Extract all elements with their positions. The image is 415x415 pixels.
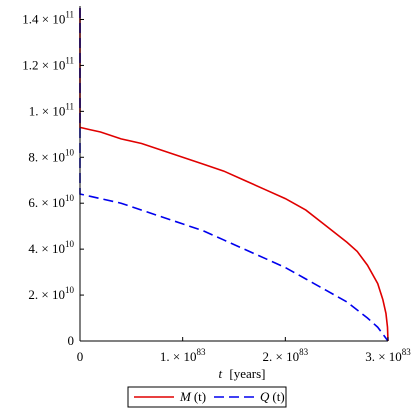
x-axis-label: t [years] — [219, 366, 266, 381]
y-tick-label: 1.4 × 1011 — [22, 9, 74, 26]
y-tick-label: 1. × 1011 — [29, 101, 74, 118]
legend-label-q: Q (t) — [260, 389, 285, 404]
y-ticks: 0 2. × 1010 4. × 1010 6. × 1010 8. × 1010 1. … — [22, 9, 84, 348]
series-layer — [79, 8, 389, 342]
x-tick-label: 0 — [77, 349, 84, 364]
y-tick-label: 0 — [68, 333, 75, 348]
series-line-m — [79, 8, 389, 342]
x-ticks: 0 1. × 1083 2. × 1083 3. × 1083 — [77, 337, 411, 364]
series-line-q — [79, 8, 389, 342]
x-tick-label: 1. × 1083 — [160, 347, 206, 364]
legend-label-m: M (t) — [179, 389, 206, 404]
y-tick-label: 4. × 1010 — [28, 239, 74, 256]
x-axis-label-var: t — [219, 366, 223, 381]
x-axis-label-unit: [years] — [229, 366, 265, 381]
x-tick-label: 2. × 1083 — [263, 347, 309, 364]
y-tick-label: 8. × 1010 — [28, 147, 74, 164]
legend-box — [127, 386, 287, 408]
y-tick-label: 6. × 1010 — [28, 193, 74, 210]
x-tick-label: 3. × 1083 — [365, 347, 411, 364]
legend: M (t) Q (t) — [127, 386, 287, 408]
y-tick-label: 1.2 × 1011 — [22, 55, 74, 72]
y-tick-label: 2. × 1010 — [28, 285, 74, 302]
